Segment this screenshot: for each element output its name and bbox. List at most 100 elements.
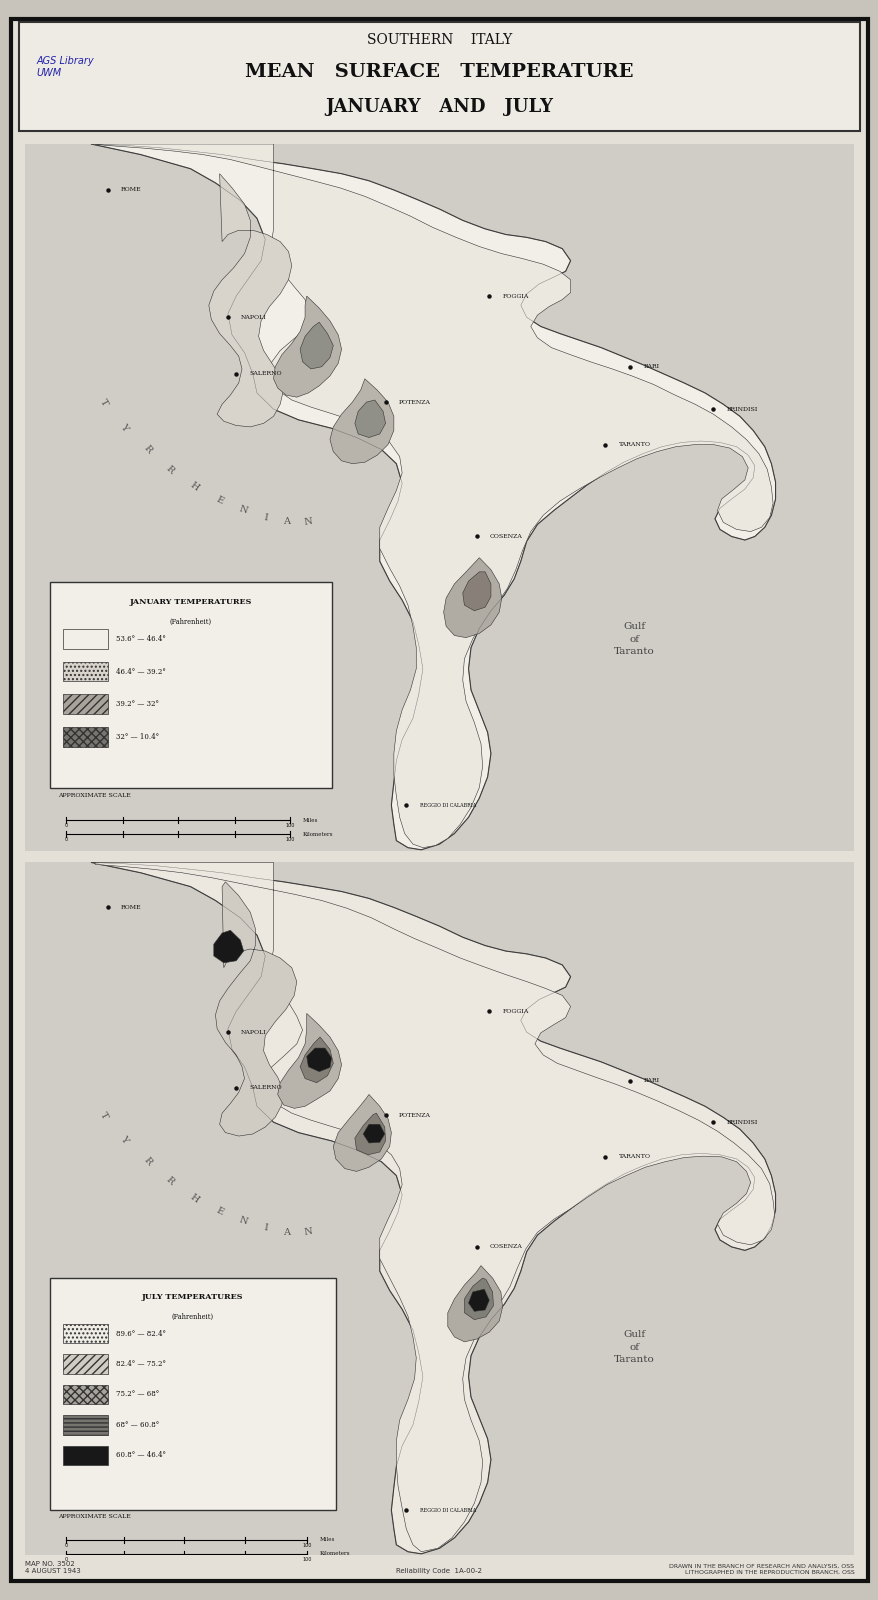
Polygon shape bbox=[464, 1278, 493, 1320]
Text: BRINDISI: BRINDISI bbox=[726, 1120, 757, 1125]
Text: I: I bbox=[263, 1224, 269, 1234]
Text: 100: 100 bbox=[285, 837, 294, 842]
Bar bbox=[19, 22, 859, 131]
Polygon shape bbox=[91, 862, 774, 1554]
Polygon shape bbox=[306, 1048, 331, 1072]
Text: TARANTO: TARANTO bbox=[618, 1154, 650, 1160]
Text: Miles: Miles bbox=[302, 818, 318, 822]
Polygon shape bbox=[91, 144, 774, 850]
Polygon shape bbox=[443, 558, 501, 638]
Polygon shape bbox=[447, 1266, 502, 1342]
Text: 100: 100 bbox=[285, 822, 294, 829]
Text: 89.6° — 82.4°: 89.6° — 82.4° bbox=[116, 1330, 166, 1338]
Text: JANUARY   AND   JULY: JANUARY AND JULY bbox=[325, 98, 553, 117]
Text: APPROXIMATE SCALE: APPROXIMATE SCALE bbox=[58, 1514, 131, 1518]
Text: NAPOLI: NAPOLI bbox=[241, 1030, 267, 1035]
Text: T: T bbox=[97, 1110, 109, 1120]
Text: JANUARY TEMPERATURES: JANUARY TEMPERATURES bbox=[129, 598, 251, 606]
Polygon shape bbox=[355, 1114, 385, 1155]
Bar bbox=[62, 694, 108, 714]
Text: Gulf
of
Taranto: Gulf of Taranto bbox=[614, 1330, 654, 1365]
Polygon shape bbox=[299, 1037, 333, 1083]
Text: A: A bbox=[283, 1227, 290, 1237]
Text: DRAWN IN THE BRANCH OF RESEARCH AND ANALYSIS, OSS
LITHOGRAPHED IN THE REPRODUCTI: DRAWN IN THE BRANCH OF RESEARCH AND ANAL… bbox=[669, 1563, 853, 1574]
Text: TARANTO: TARANTO bbox=[618, 442, 650, 446]
Polygon shape bbox=[273, 296, 342, 397]
Text: REGGIO DI CALABRIA: REGGIO DI CALABRIA bbox=[419, 1507, 475, 1512]
Text: MAP NO. 3502
4 AUGUST 1943: MAP NO. 3502 4 AUGUST 1943 bbox=[25, 1562, 80, 1574]
Bar bbox=[62, 662, 108, 682]
Text: COSENZA: COSENZA bbox=[490, 1245, 522, 1250]
Text: H: H bbox=[189, 482, 200, 493]
Text: N: N bbox=[303, 517, 313, 526]
Text: MEAN   SURFACE   TEMPERATURE: MEAN SURFACE TEMPERATURE bbox=[245, 62, 633, 82]
Text: E: E bbox=[214, 1206, 225, 1218]
Text: JULY TEMPERATURES: JULY TEMPERATURES bbox=[141, 1293, 243, 1301]
Text: (Fahrenheit): (Fahrenheit) bbox=[169, 618, 212, 626]
Text: 82.4° — 75.2°: 82.4° — 75.2° bbox=[116, 1360, 166, 1368]
Polygon shape bbox=[299, 322, 333, 370]
Text: H: H bbox=[189, 1192, 200, 1205]
Text: 100: 100 bbox=[302, 1557, 311, 1562]
Bar bbox=[49, 582, 331, 787]
Polygon shape bbox=[462, 571, 491, 611]
Text: (Fahrenheit): (Fahrenheit) bbox=[171, 1312, 213, 1320]
Text: REGGIO DI CALABRIA: REGGIO DI CALABRIA bbox=[419, 803, 475, 808]
Text: E: E bbox=[214, 494, 225, 506]
Text: N: N bbox=[303, 1227, 313, 1237]
Bar bbox=[49, 1278, 335, 1510]
Polygon shape bbox=[91, 144, 772, 848]
Text: SOUTHERN    ITALY: SOUTHERN ITALY bbox=[366, 34, 512, 46]
Text: A: A bbox=[283, 517, 290, 526]
Polygon shape bbox=[209, 174, 291, 427]
Text: ROME: ROME bbox=[121, 906, 141, 910]
Text: I: I bbox=[263, 512, 269, 522]
Bar bbox=[62, 1323, 108, 1344]
Text: 0: 0 bbox=[64, 1557, 68, 1562]
Text: Gulf
of
Taranto: Gulf of Taranto bbox=[614, 622, 654, 656]
Bar bbox=[62, 1416, 108, 1435]
Bar bbox=[62, 1354, 108, 1374]
Polygon shape bbox=[213, 930, 243, 963]
Text: Kilometers: Kilometers bbox=[319, 1552, 349, 1557]
Text: N: N bbox=[238, 504, 248, 515]
Polygon shape bbox=[355, 400, 385, 437]
Text: 0: 0 bbox=[64, 822, 68, 829]
Text: R: R bbox=[164, 1176, 176, 1187]
Text: Reliability Code  1A-00-2: Reliability Code 1A-00-2 bbox=[396, 1568, 482, 1574]
Bar bbox=[62, 726, 108, 747]
Text: FOGGIA: FOGGIA bbox=[502, 293, 529, 299]
Text: Kilometers: Kilometers bbox=[302, 832, 333, 837]
Text: 100: 100 bbox=[302, 1542, 311, 1547]
Text: ROME: ROME bbox=[121, 187, 141, 192]
Bar bbox=[62, 629, 108, 650]
Text: S E A: S E A bbox=[160, 1342, 187, 1352]
Text: R: R bbox=[141, 443, 153, 456]
Polygon shape bbox=[468, 1290, 489, 1312]
Text: R: R bbox=[141, 1155, 153, 1168]
Text: 60.8° — 46.4°: 60.8° — 46.4° bbox=[116, 1451, 166, 1459]
Polygon shape bbox=[363, 1125, 385, 1142]
Text: 46.4° — 39.2°: 46.4° — 39.2° bbox=[116, 667, 166, 675]
Text: POTENZA: POTENZA bbox=[399, 400, 430, 405]
Text: 39.2° — 32°: 39.2° — 32° bbox=[116, 701, 159, 709]
Text: 32° — 10.4°: 32° — 10.4° bbox=[116, 733, 159, 741]
Text: SALERNO: SALERNO bbox=[249, 1085, 282, 1090]
Text: 75.2° — 68°: 75.2° — 68° bbox=[116, 1390, 159, 1398]
Text: AGS Library
UWM: AGS Library UWM bbox=[37, 56, 95, 78]
Text: SALERNO: SALERNO bbox=[249, 371, 282, 376]
Text: 68° — 60.8°: 68° — 60.8° bbox=[116, 1421, 159, 1429]
Text: Miles: Miles bbox=[319, 1538, 335, 1542]
Text: 0: 0 bbox=[64, 837, 68, 842]
Polygon shape bbox=[95, 862, 774, 1552]
Polygon shape bbox=[333, 1094, 391, 1171]
Text: APPROXIMATE SCALE: APPROXIMATE SCALE bbox=[58, 794, 131, 798]
Text: T: T bbox=[97, 397, 109, 408]
Text: 0: 0 bbox=[64, 1542, 68, 1547]
Text: Y: Y bbox=[119, 1134, 130, 1144]
Text: N: N bbox=[238, 1216, 248, 1227]
Text: NAPOLI: NAPOLI bbox=[241, 315, 267, 320]
Text: S E A: S E A bbox=[160, 635, 187, 643]
Text: Y: Y bbox=[119, 422, 130, 432]
Polygon shape bbox=[215, 882, 297, 1136]
